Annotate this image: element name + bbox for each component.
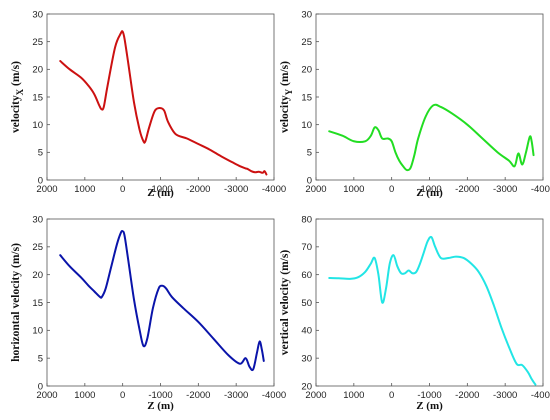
y-tick-label: 30 xyxy=(32,214,43,225)
chart-panel-horizontal-velocity: 0 5 10 15 20 25 30 2000 1000 0 -1000 -2000 -3000 -400… xyxy=(10,214,286,412)
x-tick-label: -1000 xyxy=(148,390,172,401)
y-tick-label: 15 xyxy=(32,92,43,103)
y-tick-label: 0 xyxy=(38,175,43,186)
x-tick-label: 0 xyxy=(120,390,125,401)
x-tick-label: -3000 xyxy=(224,184,248,195)
x-axis-label: Z (m) xyxy=(416,187,443,199)
y-tick-label: 15 xyxy=(301,92,312,103)
y-tick-label: 5 xyxy=(38,353,43,364)
y-tick-label: 0 xyxy=(307,175,312,186)
x-tick-label: -2000 xyxy=(455,184,479,195)
x-tick-label: -4000 xyxy=(262,184,286,195)
x-tick-label: -4000 xyxy=(531,390,550,401)
chart-panel-vertical-velocity: 20 30 40 50 60 70 80 2000 1000 0 -1000 -2000 -3000 -4… xyxy=(279,214,550,412)
y-tick-label: 5 xyxy=(38,148,43,159)
y-tick-label: 25 xyxy=(32,242,43,253)
series-line xyxy=(59,230,265,372)
y-tick-label: 25 xyxy=(32,37,43,48)
x-tick-label: -4000 xyxy=(531,184,550,195)
x-tick-label: 2000 xyxy=(36,184,57,195)
y-tick-label: 60 xyxy=(301,270,312,281)
chart-panel-velocity-y: 0 5 10 15 20 25 30 2000 1000 0 -1000 -2000 -3000 -400… xyxy=(279,9,550,199)
x-tick-label: -1000 xyxy=(417,390,441,401)
x-tick-label: -3000 xyxy=(224,390,248,401)
y-tick-label: 80 xyxy=(301,214,312,225)
y-tick-label: 50 xyxy=(301,298,312,309)
y-tick-label: 20 xyxy=(301,65,312,76)
y-axis-label: vertical velocity (m/s) xyxy=(279,250,291,356)
x-tick-label: 0 xyxy=(389,390,394,401)
x-tick-label: 2000 xyxy=(36,390,57,401)
plot-area-border xyxy=(315,218,544,387)
series-line xyxy=(59,30,268,176)
y-tick-label: 10 xyxy=(32,120,43,131)
y-tick-label: 40 xyxy=(301,326,312,337)
x-tick-label: 2000 xyxy=(305,390,326,401)
y-tick-label: 70 xyxy=(301,242,312,253)
y-tick-label: 30 xyxy=(301,353,312,364)
x-tick-label: -4000 xyxy=(262,390,286,401)
x-tick-label: -2000 xyxy=(186,184,210,195)
y-axis-label: velocityX (m/s) xyxy=(10,61,25,133)
x-tick-label: 1000 xyxy=(74,390,95,401)
x-tick-label: -2000 xyxy=(186,390,210,401)
y-tick-label: 30 xyxy=(32,9,43,20)
y-tick-label: 10 xyxy=(32,326,43,337)
x-tick-label: 1000 xyxy=(74,184,95,195)
y-tick-label: 5 xyxy=(307,148,312,159)
series-line xyxy=(328,103,535,172)
x-tick-label: -3000 xyxy=(493,390,517,401)
x-axis-label: Z (m) xyxy=(416,400,443,412)
y-tick-label: 20 xyxy=(301,381,312,392)
x-tick-label: 0 xyxy=(120,184,125,195)
x-axis-label: Z (m) xyxy=(147,187,174,199)
chart-panel-velocity-x: 0 5 10 15 20 25 30 2000 1000 0 -1000 -2000 -3000 -400… xyxy=(10,9,286,199)
x-tick-label: 1000 xyxy=(343,390,364,401)
x-axis-label: Z (m) xyxy=(147,400,174,412)
plot-area-border xyxy=(46,218,275,387)
y-tick-label: 0 xyxy=(38,381,43,392)
y-axis-label: horizontal velocity (m/s) xyxy=(10,243,22,362)
y-tick-label: 20 xyxy=(32,270,43,281)
plot-area-border xyxy=(315,13,544,181)
y-tick-label: 10 xyxy=(301,120,312,131)
x-tick-label: 2000 xyxy=(305,184,326,195)
y-tick-label: 20 xyxy=(32,65,43,76)
y-tick-label: 30 xyxy=(301,9,312,20)
y-axis-label: velocityY (m/s) xyxy=(279,61,294,133)
series-line xyxy=(328,235,537,386)
x-tick-label: -1000 xyxy=(148,184,172,195)
y-tick-label: 15 xyxy=(32,298,43,309)
x-tick-label: -2000 xyxy=(455,390,479,401)
y-tick-label: 25 xyxy=(301,37,312,48)
plot-area-border xyxy=(46,13,275,181)
x-tick-label: -3000 xyxy=(493,184,517,195)
x-tick-label: 1000 xyxy=(343,184,364,195)
x-tick-label: -1000 xyxy=(417,184,441,195)
x-tick-label: 0 xyxy=(389,184,394,195)
